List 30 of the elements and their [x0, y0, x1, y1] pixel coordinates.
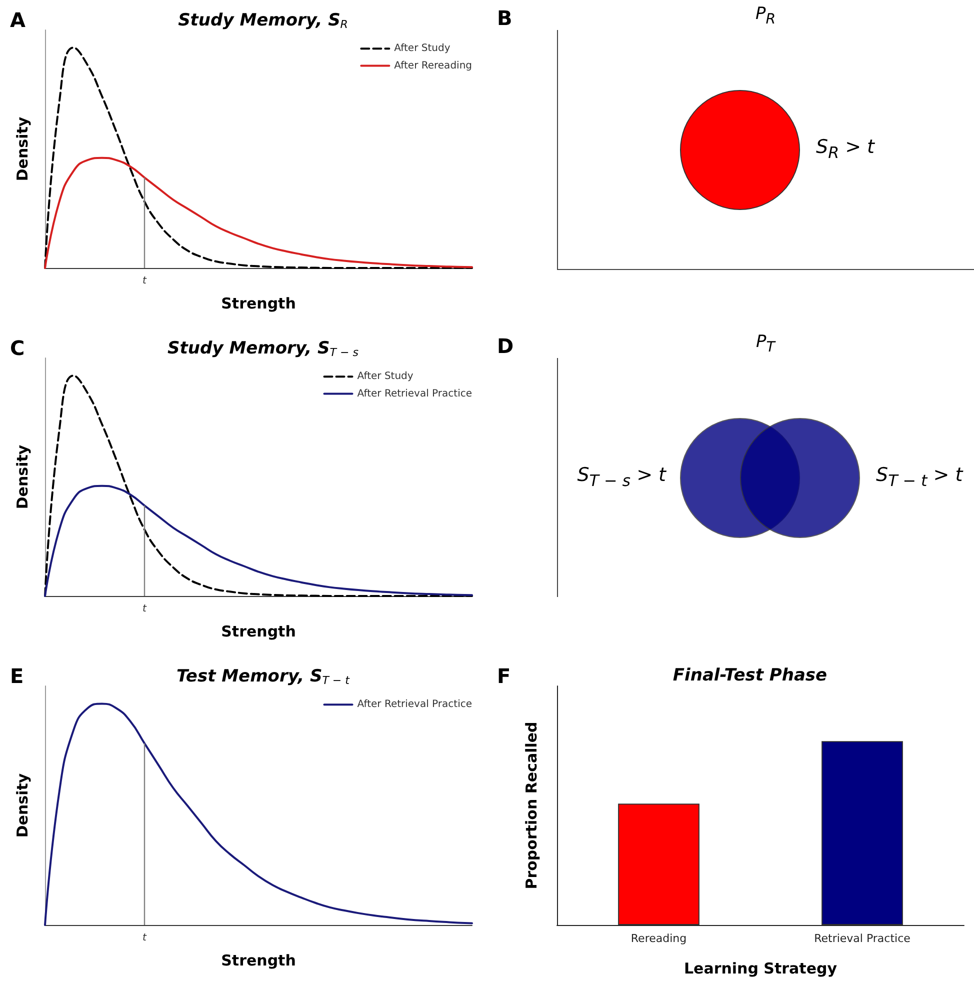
- text: E: [10, 664, 24, 688]
- text: S$_{T − t}$ > t: [876, 464, 963, 490]
- y-axis-title: Density: [14, 116, 32, 182]
- legend-label: After Study: [394, 43, 450, 54]
- legend-label: After Study: [357, 371, 414, 382]
- text: F: [497, 664, 511, 688]
- y-axis-title: Proportion Recalled: [522, 722, 540, 890]
- text: t: [142, 932, 148, 944]
- text: A: [10, 8, 26, 32]
- text: t: [142, 276, 148, 286]
- x-axis-title: Strength: [221, 622, 296, 640]
- x-axis-title: Strength: [221, 952, 296, 970]
- text: B: [497, 6, 512, 30]
- text: S$_{R}$ > t: [816, 136, 875, 162]
- text: D: [497, 334, 514, 358]
- text: P$_{R}$: [754, 4, 777, 28]
- y-axis-title: Density: [14, 444, 32, 510]
- x-tick-label: Rereading: [630, 932, 687, 945]
- x-axis-title: Strength: [221, 294, 296, 312]
- text: P$_{T}$: [755, 332, 777, 356]
- x-axis-title: Learning Strategy: [684, 960, 838, 978]
- legend-label: After Rereading: [394, 60, 472, 72]
- chart-title: Final-Test Phase: [672, 666, 828, 686]
- x-tick-label: Retrieval Practice: [814, 932, 911, 945]
- legend-label: After Retrieval Practice: [357, 388, 472, 400]
- legend-label: After Retrieval Practice: [357, 699, 472, 710]
- text: t: [142, 604, 148, 614]
- text: C: [10, 336, 25, 360]
- y-axis-title: Density: [14, 773, 32, 838]
- text: S$_{T − s}$ > t: [577, 464, 666, 490]
